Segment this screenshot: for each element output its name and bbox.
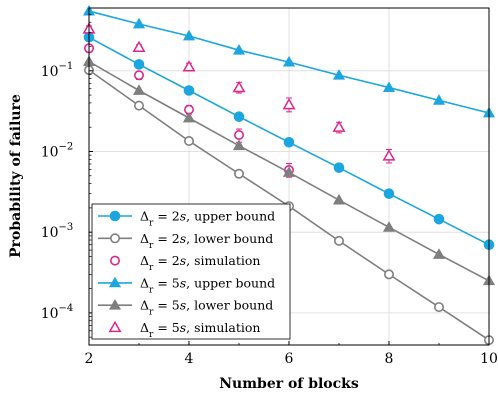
data-point	[382, 221, 396, 232]
data-point	[182, 29, 196, 41]
data-point	[432, 94, 446, 105]
series-5	[82, 22, 396, 164]
data-point	[232, 80, 246, 93]
legend-entry: Δr = 2s, upper bound	[98, 209, 275, 229]
legend-label: Δr = 5s, upper bound	[140, 275, 275, 295]
legend-marker	[108, 276, 122, 288]
x-axis-label: Number of blocks	[219, 376, 359, 392]
x-tick-label: 10	[480, 351, 498, 367]
series-3	[82, 4, 496, 118]
data-point	[433, 213, 445, 225]
legend-marker	[110, 233, 121, 244]
legend-entry: Δr = 5s, simulation	[108, 320, 260, 340]
legend-label: Δr = 2s, simulation	[140, 253, 260, 273]
data-point	[333, 235, 344, 246]
data-point	[133, 59, 145, 70]
data-point	[234, 168, 245, 179]
data-point	[282, 166, 296, 177]
y-tick-label: 10−4	[41, 303, 74, 322]
data-point	[134, 70, 145, 81]
data-point	[233, 111, 245, 122]
x-tick-label: 8	[385, 351, 394, 367]
data-point	[184, 135, 195, 146]
data-point	[432, 248, 446, 259]
x-tick-label: 2	[85, 351, 94, 367]
data-point	[383, 188, 395, 199]
legend-label: Δr = 5s, simulation	[140, 320, 260, 340]
data-point	[282, 97, 296, 110]
data-point	[234, 130, 245, 141]
data-point	[332, 193, 346, 205]
x-tick-label: 4	[185, 351, 194, 367]
data-point	[132, 84, 146, 95]
legend-entry: Δr = 2s, simulation	[110, 253, 260, 273]
data-point	[282, 55, 296, 67]
x-tick-label: 6	[285, 351, 294, 367]
y-tick-label: 10−1	[41, 61, 74, 80]
series-layer	[82, 4, 496, 346]
legend-box	[91, 203, 291, 340]
data-point	[232, 43, 246, 55]
data-point	[134, 100, 145, 111]
y-tick-label: 10−3	[41, 222, 74, 241]
data-point	[332, 120, 346, 132]
data-point	[232, 139, 246, 151]
data-point	[283, 136, 295, 148]
data-point	[382, 81, 396, 92]
data-point	[132, 40, 146, 53]
legend-label: Δr = 5s, lower bound	[140, 298, 273, 318]
y-axis-label: Probability of failure	[8, 94, 24, 258]
legend-marker	[108, 298, 122, 310]
data-point	[382, 149, 396, 161]
data-point	[332, 69, 346, 80]
legend-label: Δr = 2s, lower bound	[140, 231, 273, 251]
legend-label: Δr = 2s, upper bound	[140, 209, 275, 229]
legend-marker	[109, 210, 121, 222]
data-point	[132, 17, 146, 29]
y-tick-label: 10−2	[41, 141, 74, 160]
legend-marker	[110, 255, 121, 266]
legend-entry: Δr = 5s, lower bound	[98, 298, 273, 318]
data-point	[333, 162, 345, 173]
axis-ticks: 2 4 6 8 10 10−1 10−2 10−3 10−4	[41, 14, 498, 367]
data-point	[383, 269, 394, 280]
legend-entry: Δr = 5s, upper bound	[98, 275, 275, 295]
data-point	[433, 302, 444, 313]
legend-entry: Δr = 2s, lower bound	[98, 231, 273, 251]
data-point	[182, 111, 196, 123]
legend-marker	[108, 320, 122, 333]
data-point	[183, 85, 195, 96]
data-point	[182, 60, 196, 72]
